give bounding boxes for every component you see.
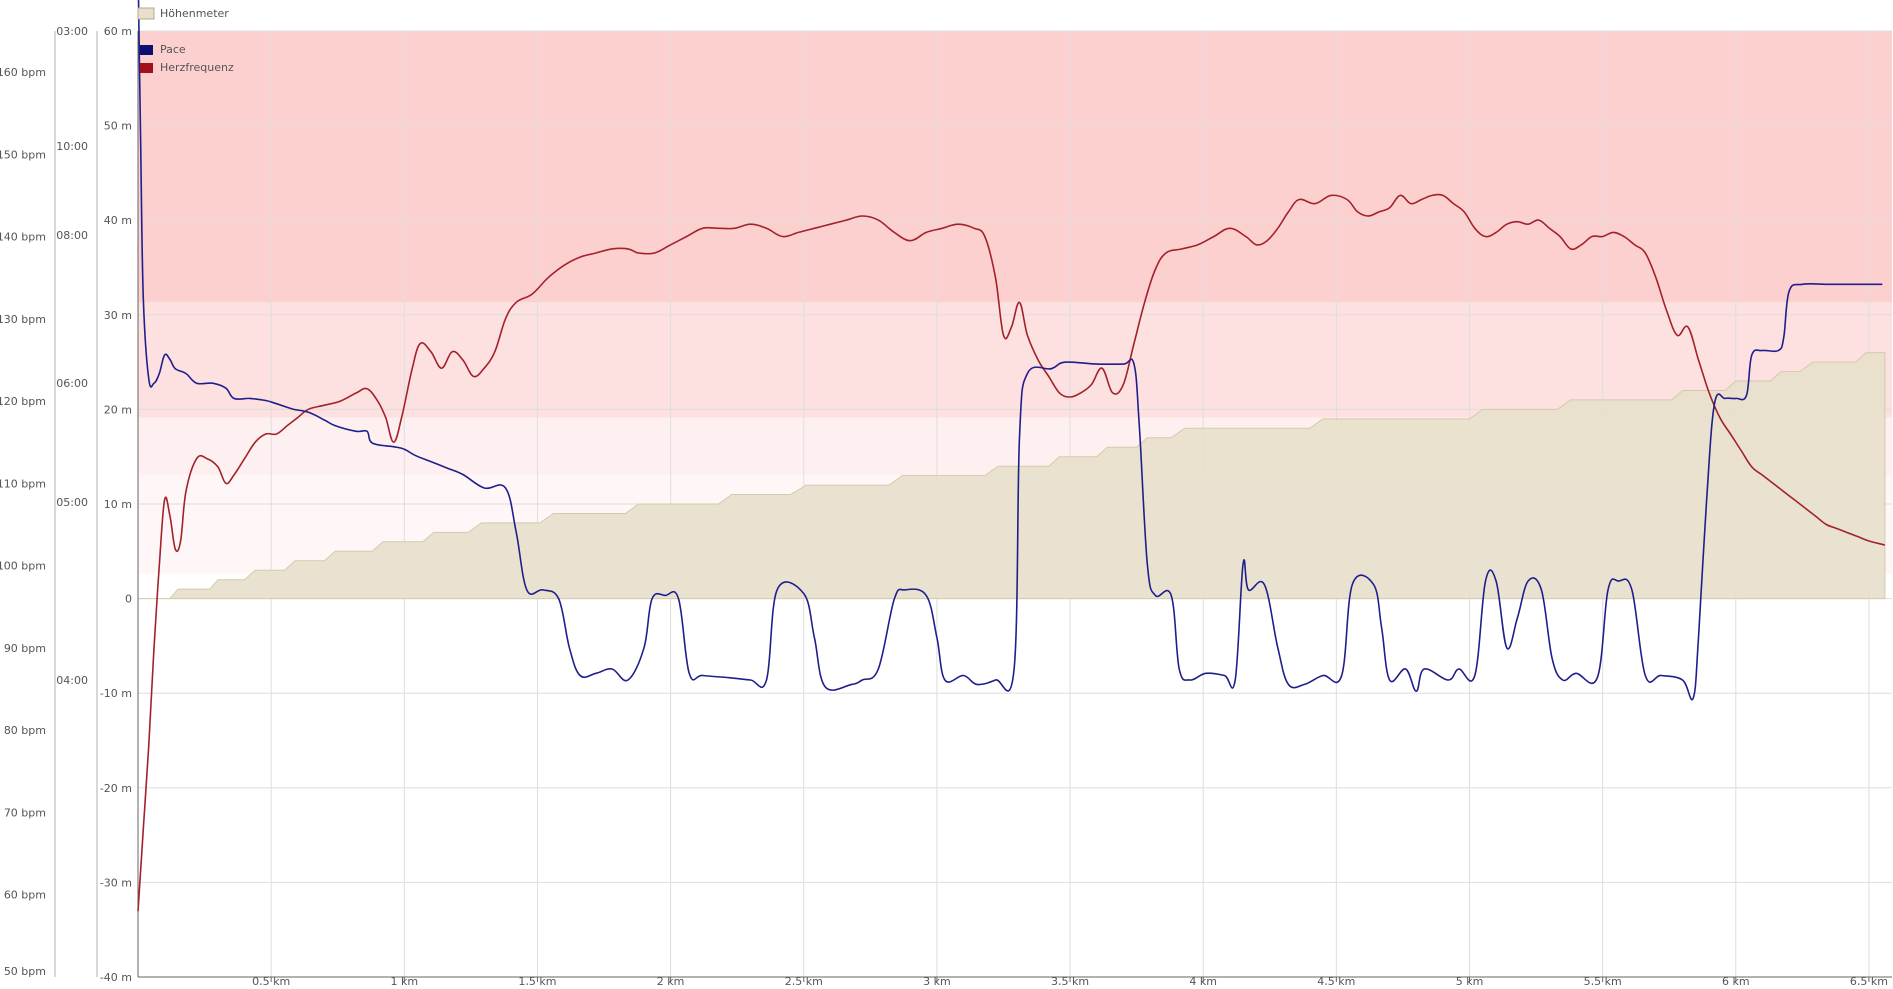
x-tick-label: 6 km — [1722, 975, 1750, 985]
legend-pace-swatch — [140, 45, 153, 55]
elevation-tick-label: 50 m — [104, 120, 132, 133]
hr-tick-label: 60 bpm — [4, 889, 46, 902]
legend-heart-rate-swatch — [140, 63, 153, 73]
elevation-tick-label: 30 m — [104, 309, 132, 322]
legend-elevation-label: Höhenmeter — [160, 7, 229, 20]
heart-rate-line — [137, 193, 1886, 912]
pace-tick-label: 10:00 — [56, 140, 88, 153]
pace-tick-label: 08:00 — [56, 229, 88, 242]
pace-tick-label: 06:00 — [56, 377, 88, 390]
x-tick-label: 3,5 km — [1051, 975, 1089, 985]
elevation-tick-label: 0 — [125, 593, 132, 606]
x-tick-label: 6,5 km — [1850, 975, 1888, 985]
elevation-tick-label: 40 m — [104, 214, 132, 227]
hr-tick-label: 160 bpm — [0, 66, 46, 79]
x-tick-label: 2,5 km — [785, 975, 823, 985]
legend-pace[interactable]: Pace — [140, 43, 186, 56]
hr-tick-label: 90 bpm — [4, 642, 46, 655]
x-tick-label: 5,5 km — [1584, 975, 1622, 985]
pace-tick-label: 05:00 — [56, 496, 88, 509]
hr-tick-label: 130 bpm — [0, 313, 46, 326]
x-tick-label: 3 km — [923, 975, 951, 985]
pace-tick-label: 04:00 — [56, 674, 88, 687]
x-tick-label: 2 km — [657, 975, 685, 985]
hr-tick-label: 100 bpm — [0, 560, 46, 573]
legend-elevation-swatch — [137, 7, 155, 20]
legend-elevation[interactable]: Höhenmeter — [137, 7, 229, 20]
tick-labels: 0,5 km 1 km 1,5 km 2 km 2,5 km 3 km 3,5 km 4 km… — [0, 25, 1888, 988]
x-tick-label: 4 km — [1189, 975, 1217, 985]
legend-heart-rate[interactable]: Herzfrequenz — [140, 61, 234, 74]
x-tick-label: 5 km — [1456, 975, 1484, 985]
elevation-tick-label: -10 m — [100, 687, 132, 700]
x-tick-label: 1 km — [391, 975, 419, 985]
hr-tick-label: 80 bpm — [4, 724, 46, 737]
hr-tick-label: 140 bpm — [0, 231, 46, 244]
x-tick-label: 1,5 km — [518, 975, 556, 985]
elevation-tick-label: 20 m — [104, 403, 132, 416]
hr-zone-4 — [138, 302, 1892, 418]
pace-tick-label: 03:00 — [56, 25, 88, 38]
elevation-area — [138, 352, 1886, 600]
elevation-tick-label: -30 m — [100, 876, 132, 889]
hr-tick-label: 50 bpm — [4, 965, 46, 978]
x-tick-label: 4,5 km — [1317, 975, 1355, 985]
elevation-tick-label: 60 m — [104, 25, 132, 38]
elevation-tick-label: -20 m — [100, 782, 132, 795]
legend-pace-label: Pace — [160, 43, 186, 56]
pace-line — [137, 0, 1883, 701]
hr-tick-label: 150 bpm — [0, 148, 46, 161]
axes — [54, 31, 1892, 978]
hr-tick-label: 120 bpm — [0, 395, 46, 408]
hr-tick-label: 70 bpm — [4, 806, 46, 819]
elevation-tick-label: -40 m — [100, 971, 132, 984]
hr-zone-5 — [138, 31, 1892, 303]
hr-tick-label: 110 bpm — [0, 477, 46, 490]
legend-heart-rate-label: Herzfrequenz — [160, 61, 234, 74]
x-tick-label: 0,5 km — [252, 975, 290, 985]
elevation-tick-label: 10 m — [104, 498, 132, 511]
